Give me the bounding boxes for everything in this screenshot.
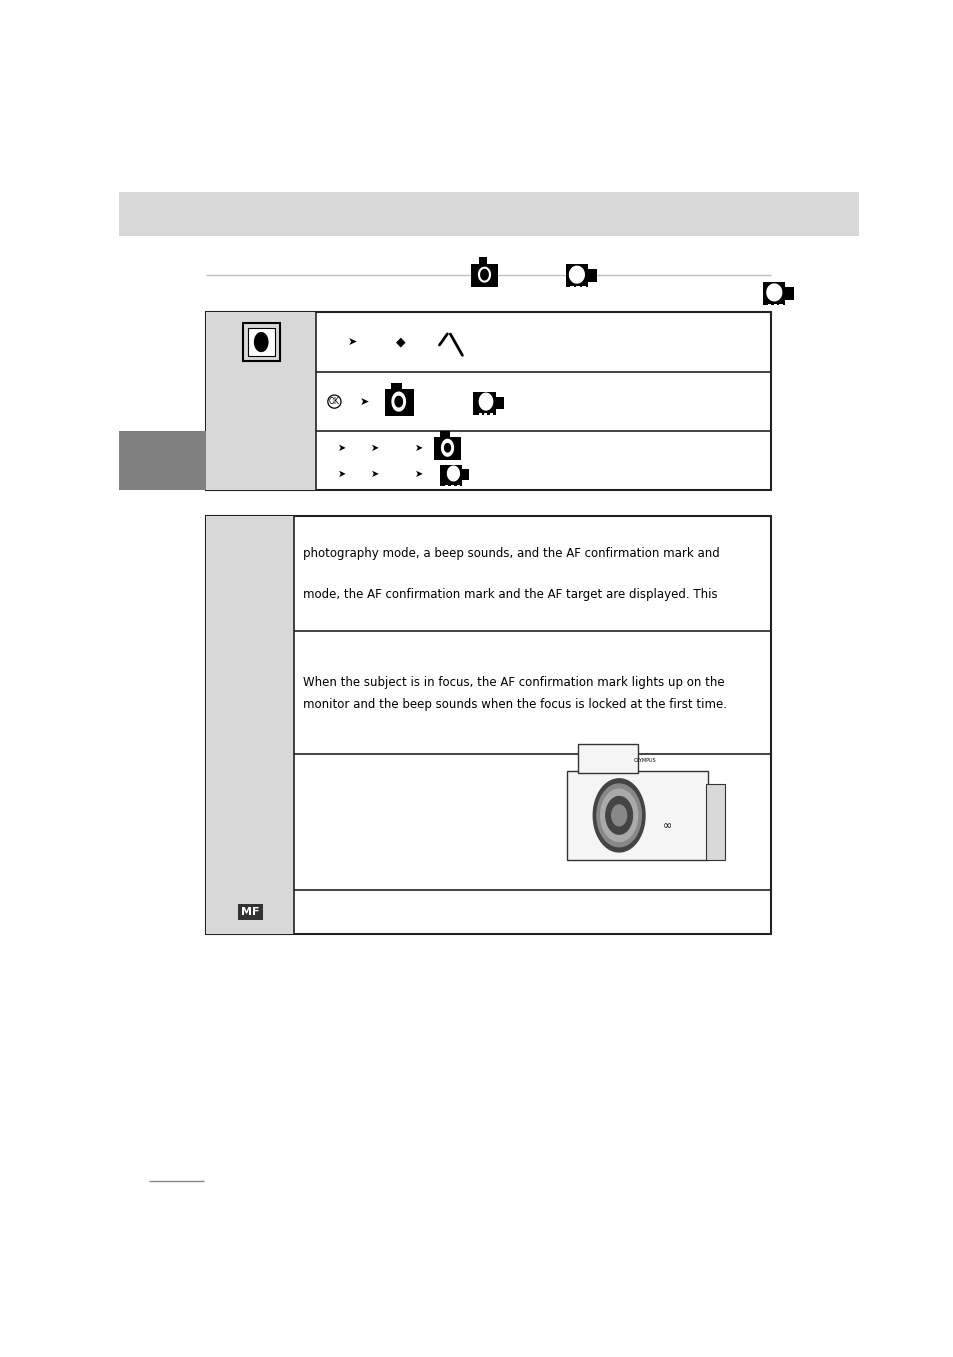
- Bar: [119, 193, 858, 236]
- Polygon shape: [441, 440, 453, 456]
- Bar: [478, 413, 481, 415]
- Bar: [456, 461, 459, 464]
- Polygon shape: [766, 284, 781, 301]
- Bar: [587, 270, 597, 282]
- Bar: [206, 312, 771, 490]
- Bar: [471, 265, 497, 288]
- Bar: [206, 754, 294, 890]
- Bar: [206, 432, 315, 490]
- Bar: [439, 465, 462, 486]
- Polygon shape: [600, 790, 637, 841]
- Bar: [484, 413, 487, 415]
- Bar: [773, 304, 777, 305]
- Text: monitor and the beep sounds when the focus is locked at the first time.: monitor and the beep sounds when the foc…: [303, 699, 726, 711]
- Bar: [578, 744, 637, 773]
- Text: ➤: ➤: [371, 468, 378, 479]
- Bar: [490, 389, 493, 391]
- Polygon shape: [605, 797, 632, 835]
- Bar: [767, 304, 771, 305]
- Bar: [206, 631, 294, 754]
- Polygon shape: [254, 332, 268, 351]
- Bar: [581, 261, 585, 263]
- Polygon shape: [395, 396, 402, 407]
- Text: mode, the AF confirmation mark and the AF target are displayed. This: mode, the AF confirmation mark and the A…: [303, 588, 718, 601]
- Text: ◆: ◆: [395, 335, 405, 349]
- Bar: [576, 286, 579, 288]
- Bar: [451, 461, 454, 464]
- Text: ◀: ◀: [382, 337, 390, 347]
- Bar: [456, 484, 459, 487]
- Bar: [779, 304, 782, 305]
- Bar: [705, 784, 724, 860]
- Bar: [784, 288, 794, 300]
- Bar: [248, 328, 274, 356]
- Bar: [119, 432, 206, 490]
- Bar: [451, 484, 454, 487]
- Bar: [439, 432, 449, 437]
- Bar: [462, 470, 469, 480]
- Text: ➤: ➤: [415, 468, 423, 479]
- Bar: [478, 256, 487, 265]
- Bar: [784, 278, 788, 281]
- Bar: [484, 389, 487, 391]
- Bar: [762, 282, 784, 305]
- Text: MF: MF: [240, 906, 259, 917]
- Text: OK: OK: [329, 398, 339, 406]
- Text: ∞: ∞: [662, 821, 671, 830]
- Polygon shape: [597, 784, 640, 847]
- Bar: [473, 392, 495, 415]
- Bar: [462, 484, 465, 487]
- Bar: [445, 461, 448, 464]
- Bar: [434, 437, 460, 460]
- Bar: [445, 484, 448, 487]
- Bar: [587, 261, 591, 263]
- Text: ➤: ➤: [359, 396, 368, 407]
- Text: photography mode, a beep sounds, and the AF confirmation mark and: photography mode, a beep sounds, and the…: [303, 547, 720, 560]
- Bar: [462, 461, 465, 464]
- Bar: [570, 286, 574, 288]
- Bar: [581, 286, 585, 288]
- Polygon shape: [392, 392, 405, 411]
- Bar: [206, 516, 294, 631]
- Bar: [206, 890, 294, 934]
- Polygon shape: [444, 444, 450, 452]
- Bar: [784, 304, 788, 305]
- Bar: [565, 265, 587, 288]
- Bar: [570, 261, 574, 263]
- Bar: [206, 516, 771, 934]
- Bar: [779, 278, 782, 281]
- Bar: [773, 278, 777, 281]
- Polygon shape: [611, 805, 626, 826]
- Text: ➤: ➤: [348, 337, 357, 347]
- Bar: [496, 398, 503, 408]
- Polygon shape: [480, 270, 488, 280]
- Polygon shape: [478, 267, 490, 282]
- Text: When the subject is in focus, the AF confirmation mark lights up on the: When the subject is in focus, the AF con…: [303, 676, 724, 689]
- Text: ➤: ➤: [371, 442, 378, 453]
- Bar: [576, 261, 579, 263]
- Text: ➤: ➤: [337, 468, 346, 479]
- Bar: [567, 771, 707, 860]
- Bar: [242, 323, 279, 361]
- Bar: [384, 389, 414, 417]
- Bar: [390, 383, 401, 389]
- Bar: [587, 286, 591, 288]
- Polygon shape: [569, 266, 583, 284]
- Bar: [490, 413, 493, 415]
- Bar: [496, 389, 498, 391]
- Polygon shape: [447, 467, 459, 480]
- Polygon shape: [478, 394, 492, 410]
- Text: OLYMPUS: OLYMPUS: [633, 759, 656, 763]
- Bar: [478, 389, 481, 391]
- Polygon shape: [593, 779, 644, 852]
- Text: ➤: ➤: [337, 442, 346, 453]
- Bar: [496, 413, 498, 415]
- Bar: [206, 372, 315, 432]
- Bar: [206, 312, 315, 372]
- Bar: [767, 278, 771, 281]
- Text: ➤: ➤: [415, 442, 423, 453]
